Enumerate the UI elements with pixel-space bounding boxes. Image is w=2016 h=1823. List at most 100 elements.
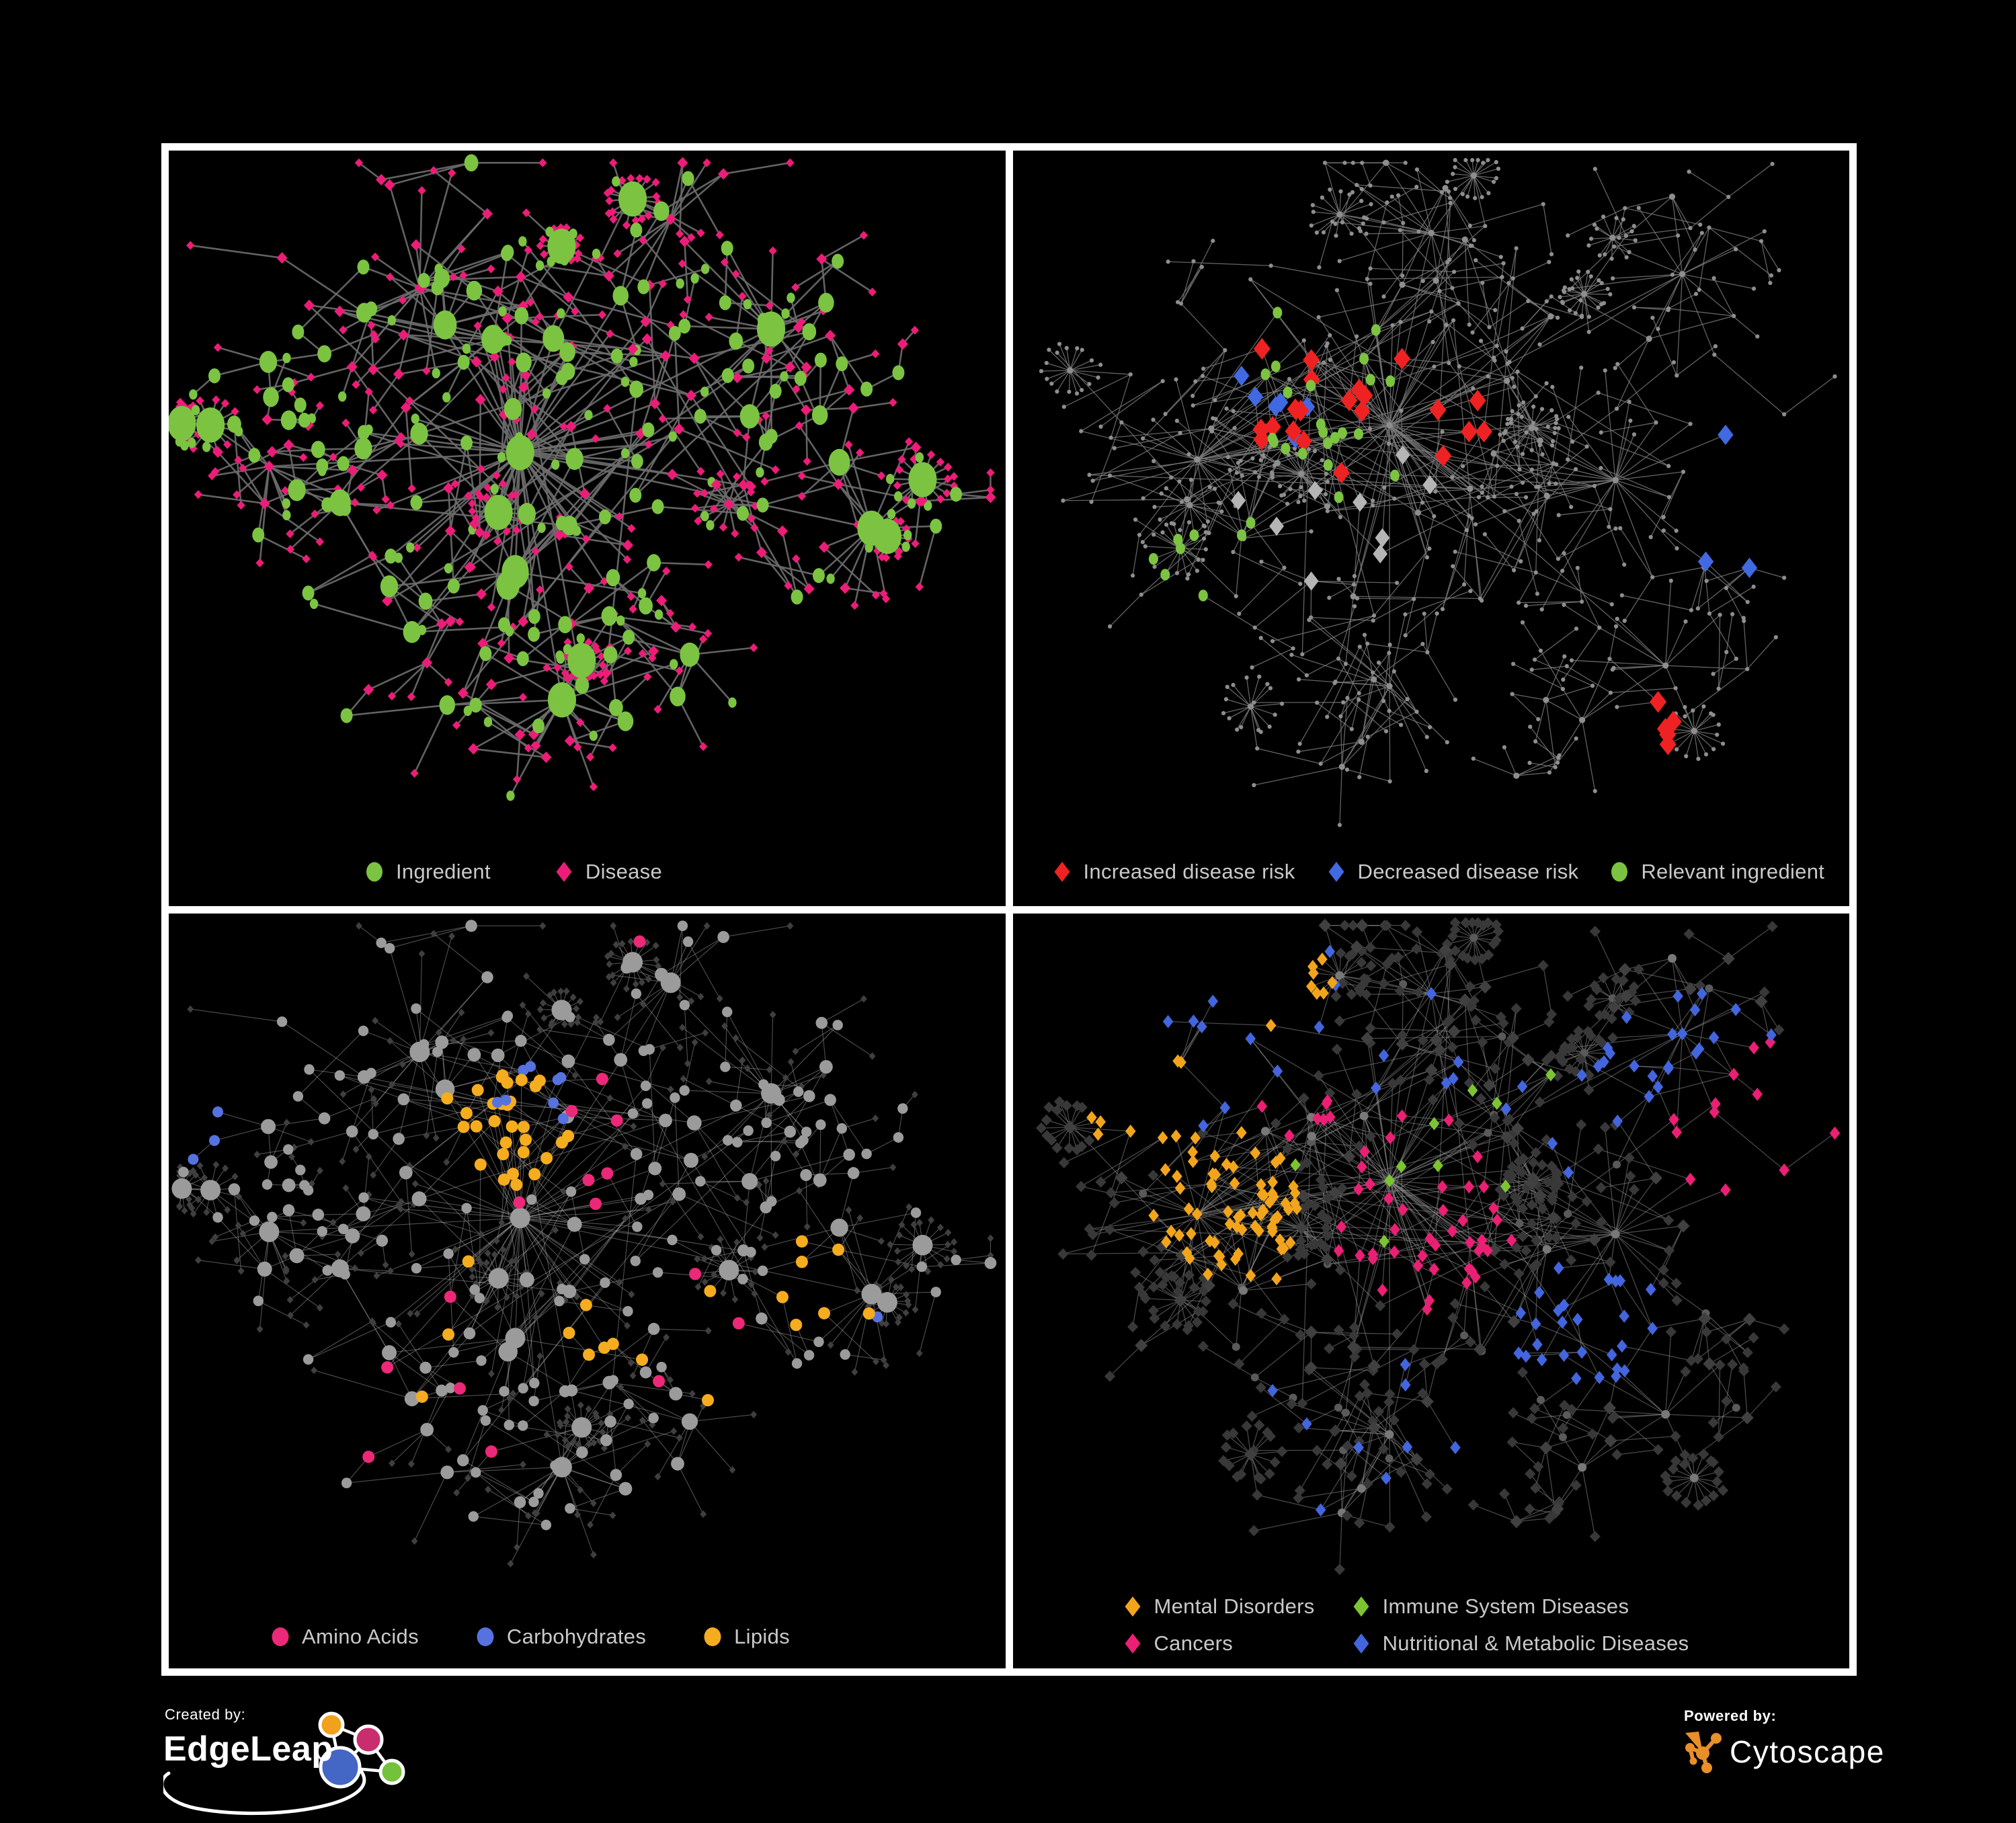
legend-diamond-swatch-icon [553,859,575,885]
node [434,311,457,339]
edge [820,1128,842,1180]
node [561,363,575,380]
node [1208,426,1214,432]
node [886,474,894,484]
edge [684,1042,694,1090]
node [1698,222,1702,227]
node [1298,494,1302,498]
node [358,1025,368,1036]
node [499,1386,509,1397]
node [1533,739,1537,743]
edge [1558,528,1615,559]
node [942,489,951,497]
node [1549,408,1554,412]
edge [373,1139,399,1175]
node [692,1039,698,1046]
node [1352,574,1356,578]
network-graph-disease-risk [1013,151,1850,838]
node [772,1231,779,1238]
node [669,432,677,442]
node [1365,216,1369,220]
node [385,179,395,191]
node [680,1000,690,1010]
node [506,1120,518,1132]
node [1201,366,1205,370]
edge [1558,1262,1610,1268]
node [1668,579,1672,583]
node [655,1473,661,1480]
node [1369,202,1373,206]
node [529,1377,539,1388]
edge [1617,1096,1649,1164]
node [944,462,952,471]
edge [198,1260,265,1268]
node [609,159,617,167]
edge [1445,188,1470,226]
edge [1400,230,1452,288]
node [460,1035,467,1043]
node [1353,604,1357,608]
edge [1682,233,1701,274]
node [1309,529,1313,533]
node [917,1261,927,1272]
node [1299,485,1303,489]
node [351,498,359,507]
node [742,433,750,442]
node [590,1551,597,1558]
node [1537,538,1541,542]
node [1471,756,1475,760]
node [476,1355,486,1366]
node [791,283,799,292]
node [1422,612,1426,616]
node [257,1325,264,1332]
edge [1359,229,1402,285]
node [1414,510,1420,516]
node [186,241,194,250]
edge [682,1027,771,1093]
node [629,488,641,503]
edge [1665,1332,1670,1414]
node [376,174,387,186]
node [537,1006,544,1013]
edge [1416,932,1441,954]
node [491,1048,505,1061]
node [283,1144,293,1155]
node [1671,360,1675,364]
node [1359,353,1369,364]
node [868,288,876,296]
node [212,395,220,404]
edge [1535,629,1576,659]
nodes-layer [1039,158,1837,827]
node [1473,196,1477,200]
node [498,1173,510,1185]
node [501,555,528,589]
node [456,617,464,626]
node [1515,445,1519,449]
edge [688,179,720,235]
edge [723,163,790,173]
node [743,1125,753,1136]
node [432,368,440,378]
node [1681,470,1685,474]
node [1185,576,1189,580]
node [1433,278,1439,284]
node [341,708,353,723]
node [630,222,642,237]
node [188,438,196,448]
node [598,1419,604,1426]
node [504,398,522,420]
edge [1545,700,1555,767]
node [653,201,670,220]
node [448,932,455,940]
node [1480,195,1484,199]
node [229,1183,241,1195]
node [283,1204,295,1216]
node [1514,492,1518,496]
node [1300,652,1304,656]
node [262,1179,272,1190]
node [670,621,681,633]
node [787,292,795,302]
node [1221,711,1225,715]
node [1540,452,1544,456]
node [457,1454,469,1466]
